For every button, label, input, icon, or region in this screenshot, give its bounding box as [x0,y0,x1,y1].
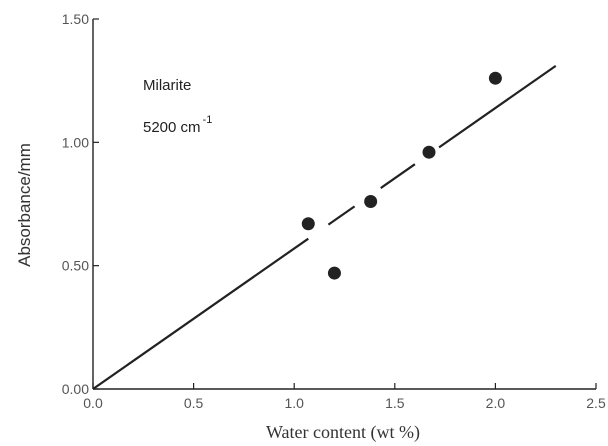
data-point [327,266,341,280]
y-tick-label: 0.00 [62,381,89,397]
ticks: 0.0 0.5 1.0 1.5 2.0 2.5 0.00 0.50 1.00 1.50 [62,11,606,411]
fit-line-segment [92,237,309,390]
data-point [301,217,315,231]
y-tick-label: 1.00 [62,134,89,150]
data-point [422,145,436,159]
x-tick-label: 2.0 [486,395,506,411]
x-axis-title: Water content (wt %) [266,422,420,443]
annotation-wavenumber: 5200 cm -1 [143,114,212,136]
x-tick-label: 1.0 [284,395,304,411]
annotation-wavenumber-text: 5200 cm [143,119,201,136]
annotation-wavenumber-exponent: -1 [203,114,213,126]
x-tick-label: 0.5 [184,395,204,411]
data-point [364,195,378,209]
y-tick-label: 1.50 [62,11,89,27]
x-tick-label: 0.0 [83,395,103,411]
y-tick-label: 0.50 [62,258,89,274]
fit-line-group [92,64,557,390]
fit-line-segment [380,163,416,189]
y-axis-title: Absorbance/mm [15,143,34,267]
axes [92,19,596,390]
fit-line-segment [438,64,557,149]
x-tick-label: 2.5 [586,395,606,411]
annotation-mineral: Milarite [143,77,191,94]
fit-line-segment [327,205,356,226]
data-points [301,71,502,280]
x-tick-label: 1.5 [385,395,405,411]
data-point [488,71,502,85]
